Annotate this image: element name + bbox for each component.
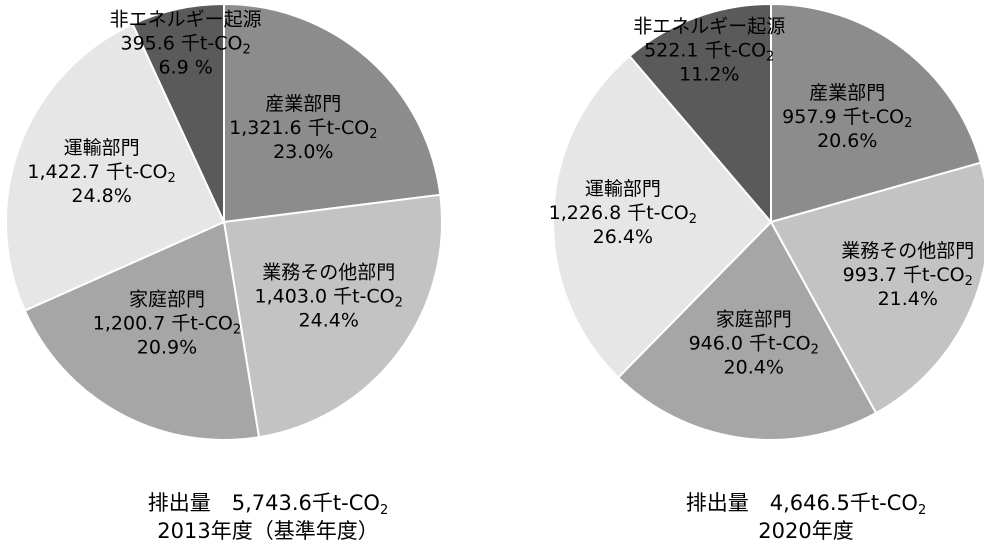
slice-value-subscript: 2 [904, 116, 912, 131]
slice-value-text: 946.0 千t-CO [689, 332, 811, 354]
slice-percent: 6.9 % [158, 56, 212, 78]
slice-percent: 26.4% [593, 226, 653, 248]
slice-value-subscript: 2 [242, 42, 250, 57]
slice-value-subscript: 2 [811, 342, 819, 357]
slice-value: 957.9 千t-CO2 [782, 106, 912, 131]
slice-value: 1,403.0 千t-CO2 [255, 285, 403, 310]
year-label: 2013年度（基準年度） [157, 519, 378, 543]
slice-value-subscript: 2 [233, 322, 241, 337]
slice-percent: 11.2% [679, 63, 739, 85]
slice-value-subscript: 2 [766, 49, 774, 64]
pie-slice [223, 2, 442, 224]
slice-value-text: 1,403.0 千t-CO [255, 285, 395, 307]
slice-value-subscript: 2 [965, 274, 973, 289]
slice-value: 522.1 千t-CO2 [644, 39, 774, 64]
pie-slice [131, 2, 225, 223]
total-emissions-text: 排出量 5,743.6千t-CO [148, 491, 380, 515]
pie-slice [628, 2, 772, 225]
slice-value: 1,226.8 千t-CO2 [549, 202, 697, 227]
slice-value-text: 395.6 千t-CO [120, 32, 242, 54]
total-emissions-subscript: 2 [918, 503, 926, 518]
slice-value: 395.6 千t-CO2 [120, 32, 250, 57]
pie-slice [769, 161, 984, 415]
slice-name: 業務その他部門 [841, 240, 974, 262]
slice-percent: 23.0% [273, 141, 333, 163]
slice-value-text: 1,321.6 千t-CO [229, 117, 369, 139]
slice-value-subscript: 2 [369, 127, 377, 142]
slice-value: 1,321.6 千t-CO2 [229, 117, 377, 142]
slice-name: 家庭部門 [129, 288, 205, 310]
pie-slice [23, 220, 261, 441]
pie-slice [616, 220, 878, 441]
slice-value: 1,200.7 千t-CO2 [93, 312, 241, 337]
slice-value-text: 522.1 千t-CO [644, 39, 766, 61]
total-emissions-text: 排出量 4,646.5千t-CO [686, 491, 918, 515]
slice-percent: 24.8% [71, 185, 131, 207]
slice-name: 非エネルギー起源 [633, 15, 785, 37]
slice-name: 産業部門 [809, 82, 885, 104]
slice-name: 運輸部門 [64, 137, 140, 159]
slice-name: 家庭部門 [716, 308, 792, 330]
slice-value: 1,422.7 千t-CO2 [27, 161, 175, 186]
slice-name: 非エネルギー起源 [110, 8, 262, 30]
slice-name: 運輸部門 [585, 178, 661, 200]
slice-name: 業務その他部門 [262, 261, 395, 283]
slice-percent: 21.4% [878, 288, 938, 310]
slice-percent: 24.4% [299, 309, 359, 331]
total-emissions: 排出量 5,743.6千t-CO2 [148, 491, 388, 518]
slice-value-text: 957.9 千t-CO [782, 106, 904, 128]
slice-value-subscript: 2 [689, 212, 697, 227]
slice-percent: 20.6% [817, 130, 877, 152]
slice-value-text: 1,422.7 千t-CO [27, 161, 167, 183]
slice-percent: 20.9% [137, 336, 197, 358]
total-emissions-subscript: 2 [380, 503, 388, 518]
pie-slice [770, 2, 983, 224]
year-label: 2020年度 [758, 519, 853, 543]
slice-value: 993.7 千t-CO2 [843, 264, 973, 289]
pie-slice [552, 54, 773, 379]
slice-value-text: 1,200.7 千t-CO [93, 312, 233, 334]
slice-value-subscript: 2 [167, 171, 175, 186]
slice-value-text: 993.7 千t-CO [843, 264, 965, 286]
slice-value-subscript: 2 [395, 295, 403, 310]
total-emissions: 排出量 4,646.5千t-CO2 [686, 491, 926, 518]
pie-slice [5, 22, 226, 312]
slice-percent: 20.4% [724, 356, 784, 378]
pie-slice [222, 193, 443, 439]
slice-value: 946.0 千t-CO2 [689, 332, 819, 357]
slice-value-text: 1,226.8 千t-CO [549, 202, 689, 224]
slice-name: 産業部門 [265, 93, 341, 115]
